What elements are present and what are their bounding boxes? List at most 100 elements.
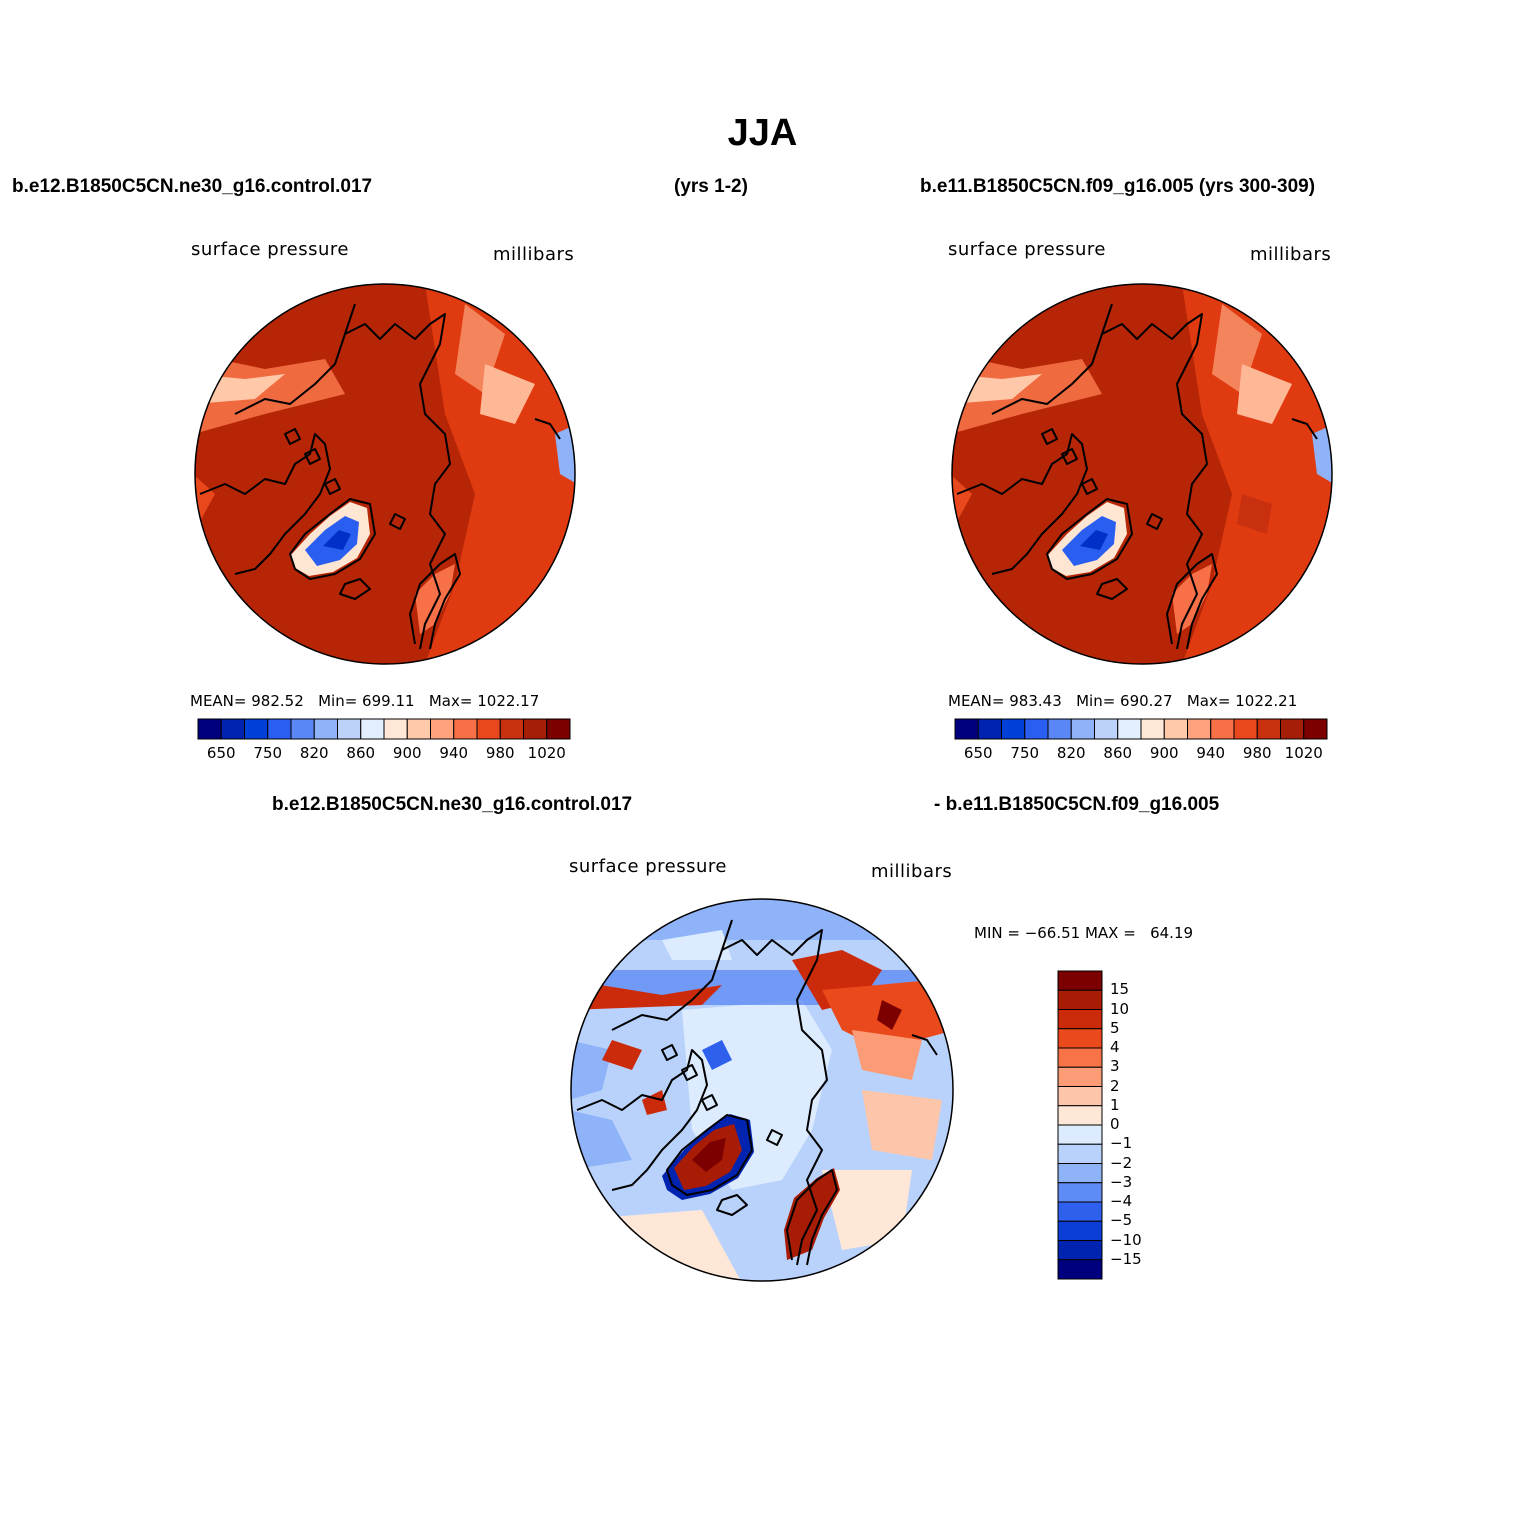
diff-case-a: b.e12.B1850C5CN.ne30_g16.control.017	[272, 794, 633, 815]
diff-units-label: millibars	[871, 861, 953, 882]
top-right-colorbar-swatch	[1070, 718, 1095, 740]
top-left-colorbar-swatch	[476, 718, 501, 740]
top-left-colorbar-swatch	[197, 718, 222, 740]
diff-colorbar-swatch	[1057, 1201, 1103, 1222]
top-right-colorbar-swatch	[1303, 718, 1328, 740]
diff-colorbar-tick-label: −1	[1110, 1134, 1133, 1153]
top-left-colorbar-swatch	[267, 718, 292, 740]
top-right-colorbar-swatch	[1094, 718, 1119, 740]
top-left-colorbar-swatch	[244, 718, 269, 740]
top-right-units-label: millibars	[1250, 244, 1332, 265]
diff-colorbar-swatch	[1057, 989, 1103, 1010]
top-left-colorbar-swatch	[406, 718, 431, 740]
top-right-colorbar-swatch	[1001, 718, 1026, 740]
diff-colorbar-swatch	[1057, 1182, 1103, 1203]
top-right-colorbar-tick-label: 820	[1056, 744, 1086, 762]
diff-colorbar-tick-label: −15	[1110, 1249, 1142, 1268]
diff-colorbar-swatch	[1057, 1143, 1103, 1164]
diff-colorbar-tick-label: 5	[1110, 1018, 1120, 1037]
diff-colorbar-tick-label: −3	[1110, 1172, 1133, 1191]
top-left-colorbar-tick-label: 820	[299, 744, 329, 762]
top-left-colorbar-tick-label: 860	[346, 744, 376, 762]
top-right-colorbar	[954, 718, 1328, 740]
top-left-colorbar-swatch	[430, 718, 455, 740]
diff-colorbar-swatch	[1057, 1009, 1103, 1030]
top-left-colorbar-tick-label: 1020	[527, 744, 566, 762]
diff-minmax: MIN = −66.51 MAX = 64.19	[974, 924, 1194, 942]
top-left-years: (yrs 1-2)	[674, 176, 748, 197]
top-right-colorbar-swatch	[1210, 718, 1235, 740]
diff-case-b: - b.e11.B1850C5CN.f09_g16.005	[934, 794, 1220, 815]
diff-colorbar-tick-label: 0	[1110, 1115, 1120, 1133]
top-left-mean-value: 982.52	[251, 692, 304, 710]
top-left-colorbar-tick-label: 750	[253, 744, 283, 762]
top-left-colorbar-tick-label: 980	[485, 744, 515, 762]
diff-colorbar-swatch	[1057, 1028, 1103, 1049]
top-left-colorbar-swatch	[383, 718, 408, 740]
top-left-max-value: 1022.17	[477, 692, 540, 710]
figure-title: JJA	[727, 112, 798, 154]
diff-colorbar-tick-label: 1	[1110, 1095, 1120, 1114]
diff-colorbar-swatch	[1057, 1105, 1103, 1126]
diff-colorbar-tick-label: 4	[1110, 1038, 1120, 1056]
top-right-variable-label: surface pressure	[948, 239, 1106, 260]
diff-variable-label: surface pressure	[569, 856, 727, 877]
top-right-colorbar-swatch	[954, 718, 979, 740]
diff-colorbar-tick-label: −2	[1110, 1153, 1133, 1172]
diff-colorbar-swatch	[1057, 1047, 1103, 1068]
diff-colorbar-swatch	[1057, 970, 1103, 991]
top-right-colorbar-tick-label: 1020	[1284, 744, 1323, 762]
top-left-colorbar-tick-label: 650	[206, 744, 236, 762]
top-right-polar-map	[951, 283, 1333, 665]
top-left-colorbar-swatch	[337, 718, 362, 740]
diff-colorbar	[1057, 970, 1103, 1280]
top-right-colorbar-swatch	[1187, 718, 1212, 740]
diff-colorbar-swatch	[1057, 1124, 1103, 1145]
top-left-colorbar-swatch	[546, 718, 571, 740]
top-right-colorbar-swatch	[1256, 718, 1281, 740]
top-left-colorbar-swatch	[360, 718, 385, 740]
diff-colorbar-swatch	[1057, 1240, 1103, 1261]
top-right-colorbar-swatch	[977, 718, 1002, 740]
top-left-colorbar-tick-label: 940	[439, 744, 469, 762]
diff-colorbar-tick-label: 2	[1110, 1076, 1120, 1095]
diff-colorbar-tick-label: −5	[1110, 1211, 1133, 1230]
top-left-case-name: b.e12.B1850C5CN.ne30_g16.control.017	[12, 176, 373, 197]
diff-colorbar-tick-label: −4	[1110, 1192, 1133, 1210]
top-left-variable-label: surface pressure	[191, 239, 349, 260]
diff-colorbar-swatch	[1057, 1259, 1103, 1280]
top-left-colorbar	[197, 718, 571, 740]
diff-colorbar-tick-label: 10	[1110, 999, 1130, 1018]
top-left-units-label: millibars	[493, 244, 575, 265]
top-left-colorbar-swatch	[523, 718, 548, 740]
top-right-colorbar-swatch	[1140, 718, 1165, 740]
top-right-colorbar-tick-label: 900	[1149, 744, 1179, 762]
top-right-stats: MEAN= 983.43 Min= 690.27 Max= 1022.21	[948, 692, 1298, 710]
top-right-colorbar-swatch	[1163, 718, 1188, 740]
top-left-colorbar-swatch	[290, 718, 315, 740]
diff-colorbar-tick-label: 15	[1110, 980, 1130, 999]
top-left-min-value: 699.11	[362, 692, 415, 710]
diff-colorbar-swatch	[1057, 1220, 1103, 1241]
top-right-colorbar-tick-label: 650	[963, 744, 993, 762]
top-left-colorbar-swatch	[453, 718, 478, 740]
top-right-colorbar-tick-label: 940	[1196, 744, 1226, 762]
top-right-colorbar-tick-label: 750	[1010, 744, 1040, 762]
top-right-colorbar-swatch	[1233, 718, 1258, 740]
top-right-max-value: 1022.21	[1235, 692, 1298, 710]
diff-colorbar-swatch	[1057, 1163, 1103, 1184]
top-left-colorbar-swatch	[220, 718, 245, 740]
top-left-colorbar-swatch	[499, 718, 524, 740]
top-right-min-value: 690.27	[1120, 692, 1173, 710]
diff-colorbar-tick-label: 3	[1110, 1057, 1120, 1076]
top-left-colorbar-tick-label: 900	[392, 744, 422, 762]
top-right-mean-value: 983.43	[1009, 692, 1062, 710]
diff-colorbar-swatch	[1057, 1086, 1103, 1107]
diff-colorbar-swatch	[1057, 1066, 1103, 1087]
top-left-polar-map	[194, 283, 576, 665]
top-right-colorbar-swatch	[1280, 718, 1305, 740]
top-right-colorbar-swatch	[1024, 718, 1049, 740]
top-left-colorbar-swatch	[313, 718, 338, 740]
diff-colorbar-tick-label: −10	[1110, 1230, 1142, 1249]
top-left-stats: MEAN= 982.52 Min= 699.11 Max= 1022.17	[190, 692, 540, 710]
